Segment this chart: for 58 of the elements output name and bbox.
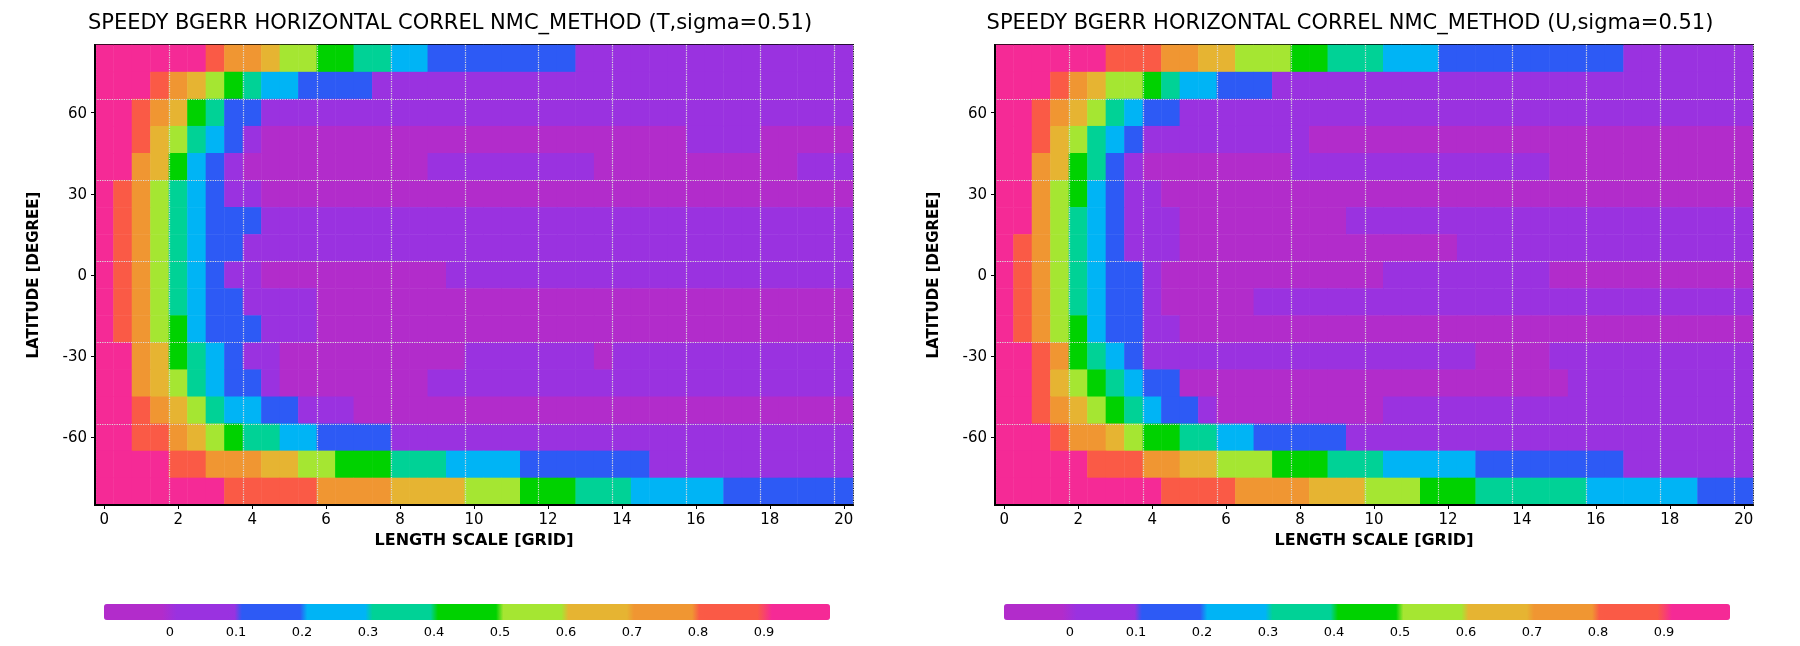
chart-title: SPEEDY BGERR HORIZONTAL CORREL NMC_METHOD (T,sigma=0.51) (87, 9, 813, 35)
x-tick-label: 20 (834, 509, 854, 528)
color-bar-label: 0.4 (1323, 624, 1345, 639)
color-bar-label: 0.2 (291, 624, 313, 639)
color-bar-label: 0.8 (1587, 624, 1609, 639)
x-tick-label: 12 (538, 509, 558, 528)
x-tick-label: 4 (1147, 509, 1157, 528)
x-tick-label: 12 (1438, 509, 1458, 528)
y-tick-label: -30 (62, 347, 87, 366)
y-tick-label: 30 (67, 184, 87, 203)
color-bar-label: 0.2 (1191, 624, 1213, 639)
color-bar-label: 0.1 (225, 624, 247, 639)
chart-title: SPEEDY BGERR HORIZONTAL CORREL NMC_METHOD (U,sigma=0.51) (986, 9, 1714, 35)
x-tick-label: 16 (1586, 509, 1606, 528)
color-bar-label: 0.9 (753, 624, 775, 639)
color-bar-label: 0.4 (423, 624, 445, 639)
y-tick-label: -30 (962, 347, 987, 366)
x-tick-label: 8 (1295, 509, 1305, 528)
color-bar-label: 0.7 (1521, 624, 1543, 639)
y-tick-label: -60 (962, 428, 987, 447)
color-bar-label: 0 (165, 624, 175, 639)
x-tick-label: 4 (247, 509, 257, 528)
x-tick-label: 0 (99, 509, 110, 528)
x-axis-title: LENGTH SCALE [GRID] (1274, 529, 1474, 549)
x-tick-label: 0 (999, 509, 1010, 528)
y-tick-label: 0 (77, 266, 87, 284)
x-tick-label: 18 (1660, 509, 1680, 528)
color-bar-label: 0.3 (357, 624, 379, 639)
color-bar-label: 0.6 (1455, 624, 1477, 639)
x-tick-label: 6 (1221, 509, 1231, 528)
x-tick-label: 2 (173, 509, 183, 528)
color-bar-label: 0.8 (687, 624, 709, 639)
x-tick-label: 20 (1734, 509, 1754, 528)
y-tick-label: -60 (62, 428, 87, 447)
x-tick-label: 8 (395, 509, 405, 528)
y-tick-label: 60 (967, 103, 987, 122)
y-tick-label: 0 (977, 266, 987, 284)
x-tick-label: 14 (612, 509, 632, 528)
y-tick-label: 60 (67, 103, 87, 122)
color-bar-label: 0.5 (1389, 624, 1411, 639)
x-axis-title: LENGTH SCALE [GRID] (374, 529, 574, 549)
color-bar-label: 0 (1065, 624, 1075, 639)
color-bar-label: 0.9 (1653, 624, 1675, 639)
x-tick-label: 16 (686, 509, 706, 528)
x-tick-label: 10 (464, 509, 484, 528)
color-bar-label: 0.5 (489, 624, 511, 639)
y-tick-label: 30 (967, 184, 987, 203)
x-tick-label: 6 (321, 509, 331, 528)
color-bar-label: 0.3 (1257, 624, 1279, 639)
x-tick-label: 2 (1073, 509, 1083, 528)
x-tick-label: 18 (760, 509, 780, 528)
y-axis-title: LATITUDE [DEGREE] (23, 191, 42, 359)
x-tick-label: 14 (1512, 509, 1532, 528)
color-bar-label: 0.1 (1125, 624, 1147, 639)
y-axis-title: LATITUDE [DEGREE] (923, 191, 942, 359)
x-tick-label: 10 (1364, 509, 1384, 528)
color-bar-label: 0.7 (621, 624, 643, 639)
color-bar-label: 0.6 (555, 624, 577, 639)
